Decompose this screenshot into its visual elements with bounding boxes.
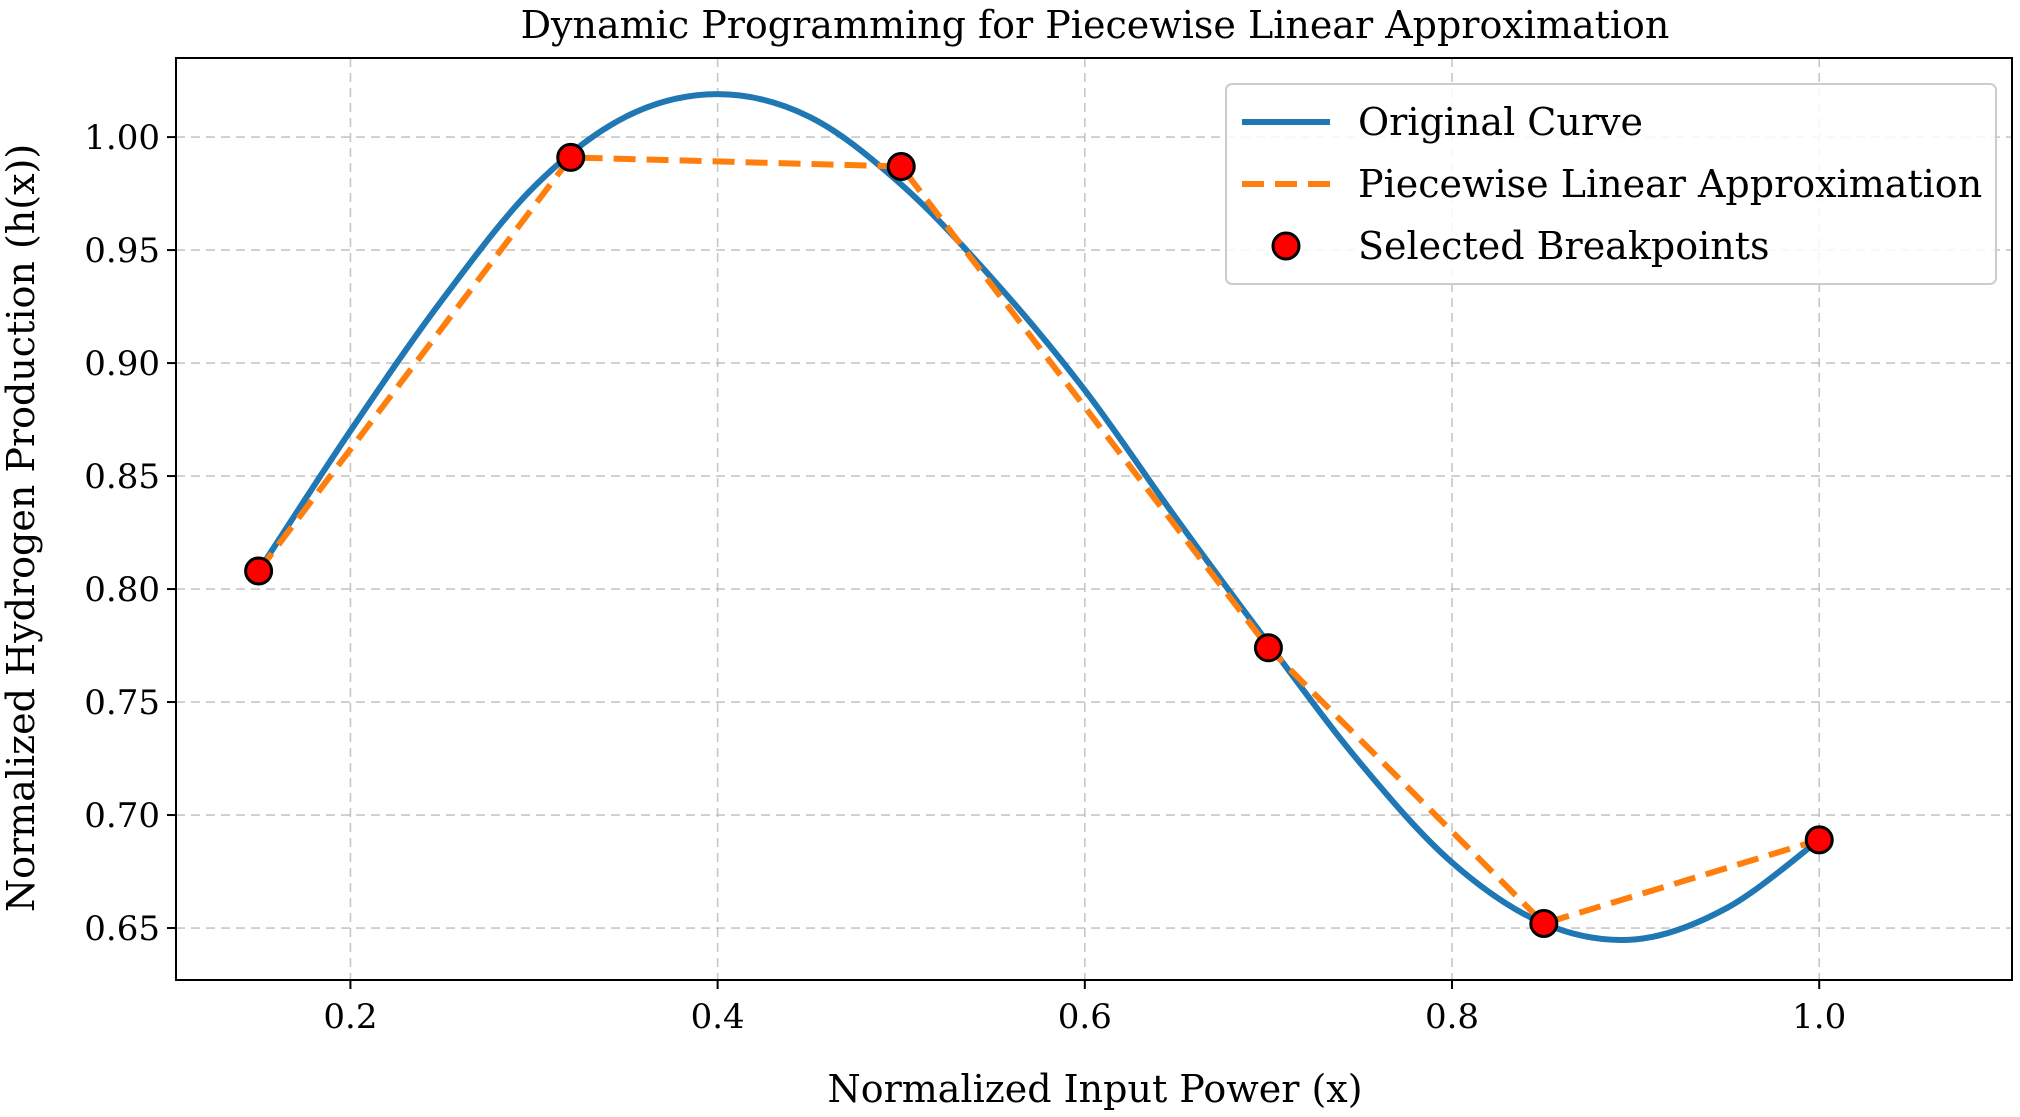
x-axis-label: Normalized Input Power (x) <box>827 1067 1362 1111</box>
plot-frame <box>175 57 2013 981</box>
y-tick-label: 0.85 <box>84 457 160 497</box>
y-tick-label: 0.90 <box>84 344 160 384</box>
piecewise-approximation-line <box>256 154 1821 927</box>
x-axis-ticks: 0.2 0.4 0.6 0.8 1.0 <box>323 980 1846 1037</box>
y-tick-label: 0.70 <box>84 796 160 836</box>
breakpoints-layer <box>244 142 1834 939</box>
x-tick-label: 0.8 <box>1425 997 1479 1037</box>
legend-box <box>1225 83 1997 285</box>
x-tick-label: 1.0 <box>1792 997 1846 1037</box>
x-tick-label: 0.2 <box>323 997 377 1037</box>
breakpoint-marker <box>244 556 274 586</box>
y-tick-label: 0.95 <box>84 231 160 271</box>
breakpoint-marker <box>1529 909 1559 939</box>
legend-label: Piecewise Linear Approximation <box>1358 162 1982 206</box>
y-tick-label: 0.65 <box>84 909 160 949</box>
legend-swatch-breakpoints <box>1271 231 1301 261</box>
chart-title: Dynamic Programming for Piecewise Linear… <box>521 3 1670 47</box>
y-axis-label: Normalized Hydrogen Production (h(x)) <box>0 144 43 912</box>
breakpoint-marker <box>1804 825 1834 855</box>
breakpoint-marker <box>556 142 586 172</box>
x-tick-label: 0.4 <box>691 997 745 1037</box>
y-tick-label: 0.80 <box>84 570 160 610</box>
approximation-layer <box>256 154 1821 927</box>
y-tick-label: 0.75 <box>84 683 160 723</box>
breakpoint-marker <box>886 151 916 181</box>
x-tick-label: 0.6 <box>1058 997 1112 1037</box>
y-tick-label: 1.00 <box>84 118 160 158</box>
breakpoint-marker <box>1253 633 1283 663</box>
y-axis-ticks: 0.65 0.70 0.75 0.80 0.85 0.90 0.95 1.00 <box>84 118 176 949</box>
legend: Original Curve Piecewise Linear Approxima… <box>1225 83 1997 285</box>
legend-label: Selected Breakpoints <box>1358 224 1769 268</box>
legend-label: Original Curve <box>1358 100 1643 144</box>
